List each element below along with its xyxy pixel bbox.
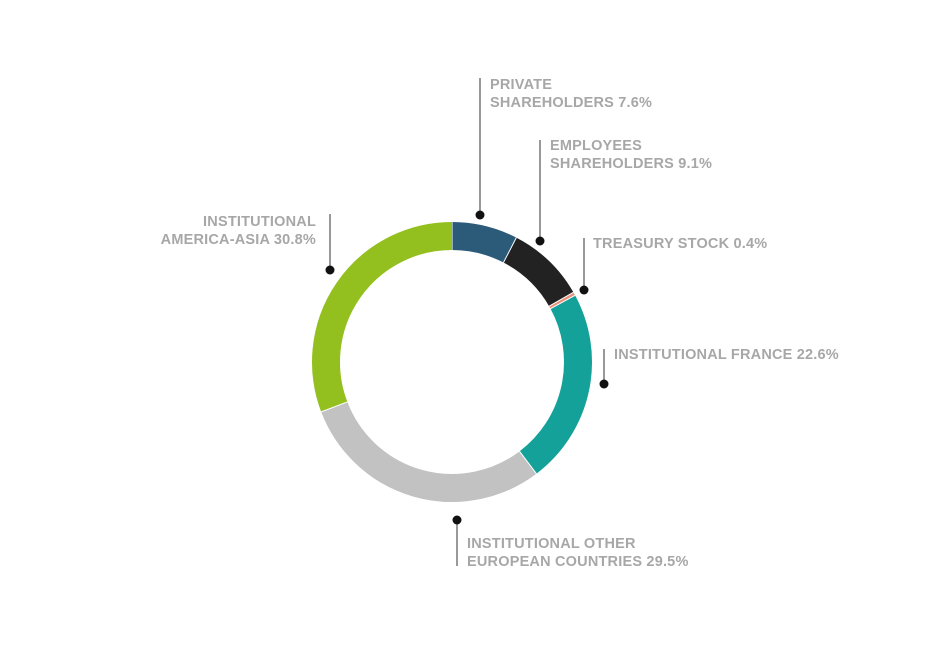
slice-label-institutional-america-asia: INSTITUTIONAL AMERICA-ASIA 30.8% <box>161 214 316 248</box>
donut-segment-institutional-other-european-countries <box>321 401 537 502</box>
slice-label-line: INSTITUTIONAL FRANCE 22.6% <box>614 347 839 363</box>
leader-dot-institutional-france <box>599 379 609 389</box>
slice-label-line: SHAREHOLDERS 7.6% <box>490 95 652 111</box>
slice-label-treasury-stock: TREASURY STOCK 0.4% <box>593 236 767 252</box>
segment-separator <box>548 291 574 307</box>
leader-dot-institutional-america-asia <box>325 265 335 275</box>
donut-segment-private-shareholders <box>451 222 517 263</box>
slice-label-employees-shareholders: EMPLOYEES SHAREHOLDERS 9.1% <box>550 138 712 172</box>
slice-label-private-shareholders: PRIVATE SHAREHOLDERS 7.6% <box>490 77 652 111</box>
label-leaders <box>325 78 609 566</box>
slice-label-institutional-other-european-countries: INSTITUTIONAL OTHER EUROPEAN COUNTRIES 29… <box>467 536 689 570</box>
segment-separator <box>550 294 576 310</box>
leader-dot-institutional-other-european-countries <box>452 515 462 525</box>
segment-separator <box>321 401 348 413</box>
leader-dot-treasury-stock <box>579 285 589 295</box>
slice-label-line: EUROPEAN COUNTRIES 29.5% <box>467 554 689 570</box>
donut-segment-institutional-france <box>519 295 592 474</box>
segment-separator <box>519 451 537 474</box>
donut-segments <box>312 222 592 502</box>
slice-label-line: INSTITUTIONAL OTHER <box>467 536 636 552</box>
slice-label-line: SHAREHOLDERS 9.1% <box>550 156 712 172</box>
slice-label-line: TREASURY STOCK 0.4% <box>593 236 767 252</box>
slice-label-institutional-france: INSTITUTIONAL FRANCE 22.6% <box>614 347 839 363</box>
leader-dot-employees-shareholders <box>535 236 545 246</box>
slice-label-line: AMERICA-ASIA 30.8% <box>161 232 316 248</box>
leader-dot-private-shareholders <box>475 210 485 220</box>
slice-labels: PRIVATE SHAREHOLDERS 7.6% EMPLOYEES SHAREHO… <box>161 77 839 570</box>
donut-segment-institutional-america-asia <box>312 222 453 412</box>
donut-segment-employees-shareholders <box>503 237 574 307</box>
slice-label-line: PRIVATE <box>490 77 552 93</box>
slice-label-line: EMPLOYEES <box>550 138 642 154</box>
segment-separator <box>503 237 517 263</box>
slice-label-line: INSTITUTIONAL <box>203 214 316 230</box>
